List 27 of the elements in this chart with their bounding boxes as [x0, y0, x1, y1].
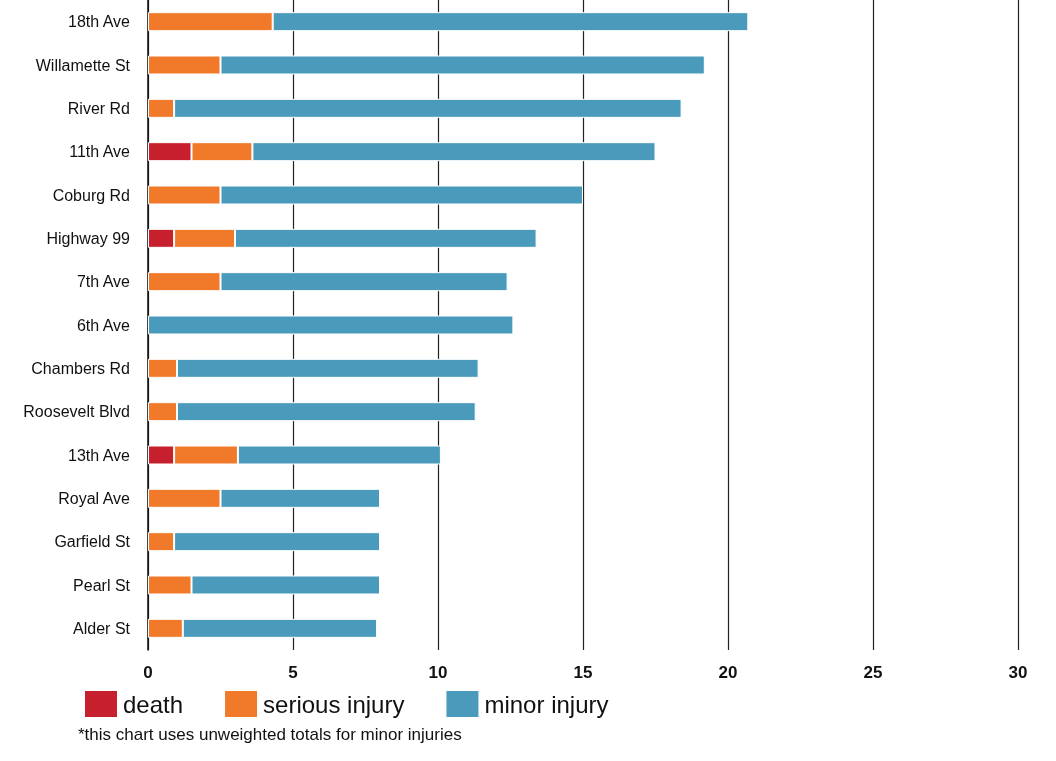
x-tick-label: 0 — [143, 663, 153, 682]
y-tick-label: River Rd — [67, 99, 130, 117]
x-tick-label: 10 — [428, 663, 448, 682]
x-tick-label: 25 — [863, 663, 883, 682]
y-tick-label: Roosevelt Blvd — [23, 403, 130, 421]
x-tick-label: 30 — [1008, 663, 1028, 682]
y-tick-label: Pearl St — [73, 576, 131, 594]
x-tick-label: 20 — [718, 663, 738, 682]
y-tick-label: Highway 99 — [46, 229, 131, 247]
y-tick-label: Willamette St — [35, 56, 131, 74]
y-tick-label: Royal Ave — [58, 489, 131, 507]
legend-label: death — [123, 690, 184, 718]
legend-label: serious injury — [263, 690, 405, 718]
text: *this chart uses unweighted totals for minor injuries — [78, 725, 462, 744]
y-tick-label: Coburg Rd — [52, 186, 130, 204]
y-tick-label: Garfield St — [54, 533, 131, 551]
x-tick-label: 5 — [288, 663, 298, 682]
y-tick-label: 18th Ave — [68, 13, 131, 31]
y-tick-label: Alder St — [73, 619, 131, 637]
y-tick-label: 6th Ave — [76, 316, 131, 334]
y-tick-label: 13th Ave — [68, 446, 131, 464]
x-tick-label: 15 — [573, 663, 593, 682]
legend-label: minor injury — [484, 690, 609, 718]
y-tick-label: 11th Ave — [69, 143, 131, 161]
y-tick-label: Chambers Rd — [31, 359, 130, 377]
y-tick-label: 7th Ave — [76, 273, 131, 291]
bar — [148, 315, 514, 335]
